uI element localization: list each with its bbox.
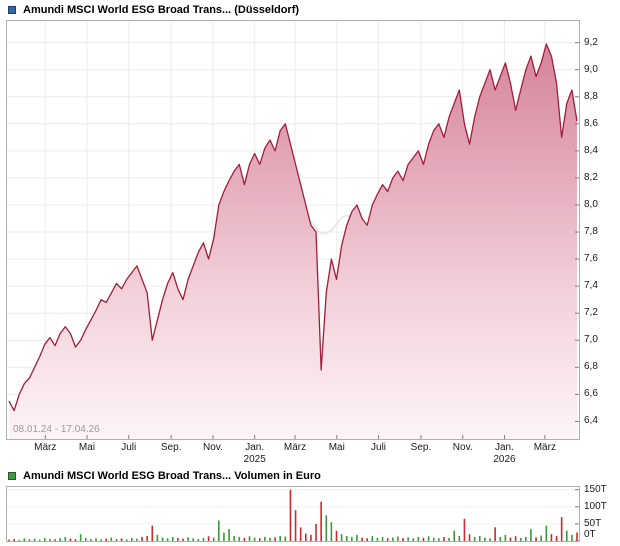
price-x-tick-label: Mai <box>328 442 345 453</box>
price-y-tick-label: 8,2 <box>584 171 598 183</box>
price-y-tick-label: 7,0 <box>584 334 598 346</box>
volume-y-tick-label: 150T <box>584 483 607 495</box>
volume-y-tick-label: 100T <box>584 500 607 512</box>
price-x-tick-label: Sep. <box>160 442 182 453</box>
price-x-tick-label: Mai <box>78 442 96 453</box>
price-y-tick-label: 8,6 <box>584 117 598 129</box>
price-x-tick-label: März <box>533 442 556 453</box>
volume-chart-header: Amundi MSCI World ESG Broad Trans... Vol… <box>8 470 321 482</box>
price-y-tick-label: 8,4 <box>584 144 598 156</box>
price-x-tick-label: Nov. <box>202 442 223 453</box>
price-y-tick-label: 7,6 <box>584 253 598 265</box>
volume-y-tick-label: 50T <box>584 517 602 529</box>
price-x-year-label: 2026 <box>493 454 516 465</box>
price-x-year-label: 2025 <box>243 454 266 465</box>
price-plot[interactable]: 08.01.24 - 17.04.26 <box>6 20 580 440</box>
price-y-tick-label: 7,2 <box>584 307 598 319</box>
price-y-tick-label: 6,4 <box>584 415 598 427</box>
price-y-axis: 9,2 9,0 8,8 8,6 8,4 8,2 8,0 7,8 7,6 7,4 7,2 7,0 6,8 6… <box>584 21 620 441</box>
price-x-tick-label: Jan. <box>245 442 265 453</box>
price-chart-title: Amundi MSCI World ESG Broad Trans... (Dü… <box>23 4 300 16</box>
volume-series-marker-icon <box>8 472 16 480</box>
price-x-tick-label: März <box>283 442 307 453</box>
price-y-tick-label: 7,4 <box>584 280 598 292</box>
price-x-axis: März Mai Juli Sep. Nov. Jan. 2025 März Mai Juli Se… <box>7 442 581 466</box>
volume-plot-svg[interactable] <box>7 487 579 541</box>
price-x-tick-label: Sep. <box>410 442 432 453</box>
price-y-tick-label: 9,2 <box>584 36 598 48</box>
price-chart-header: Amundi MSCI World ESG Broad Trans... (Dü… <box>8 4 299 16</box>
price-x-tick-label: Juli <box>371 442 387 453</box>
price-series-marker-icon <box>8 6 16 14</box>
price-x-tick-label: Juli <box>121 442 137 453</box>
price-x-tick-label: März <box>34 442 57 453</box>
price-y-tick-label: 8,0 <box>584 198 598 210</box>
price-plot-svg[interactable] <box>7 21 579 439</box>
volume-chart-title: Amundi MSCI World ESG Broad Trans... Vol… <box>23 470 321 482</box>
price-y-tick-label: 6,8 <box>584 361 598 373</box>
price-x-tick-label: Nov. <box>452 442 473 453</box>
price-x-tick-label: Jan. <box>495 442 514 453</box>
price-y-tick-label: 9,0 <box>584 63 598 75</box>
price-y-tick-label: 7,8 <box>584 226 598 238</box>
date-range-label: 08.01.24 - 17.04.26 <box>13 424 100 435</box>
volume-y-tick-label: 0T <box>584 529 596 540</box>
price-y-tick-label: 8,8 <box>584 90 598 102</box>
volume-plot[interactable] <box>6 486 580 542</box>
price-y-tick-label: 6,6 <box>584 388 598 400</box>
volume-y-axis: 150T 100T 50T 0T <box>584 483 620 543</box>
